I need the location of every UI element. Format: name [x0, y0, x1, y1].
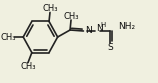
Text: H: H — [101, 22, 106, 28]
Text: S: S — [107, 42, 113, 51]
Text: NH₂: NH₂ — [118, 21, 135, 30]
Text: N: N — [96, 23, 103, 33]
Text: N: N — [85, 25, 92, 35]
Text: CH₃: CH₃ — [42, 4, 58, 13]
Text: CH₃: CH₃ — [63, 12, 79, 21]
Text: CH₃: CH₃ — [20, 62, 36, 71]
Text: CH₃: CH₃ — [0, 33, 16, 42]
